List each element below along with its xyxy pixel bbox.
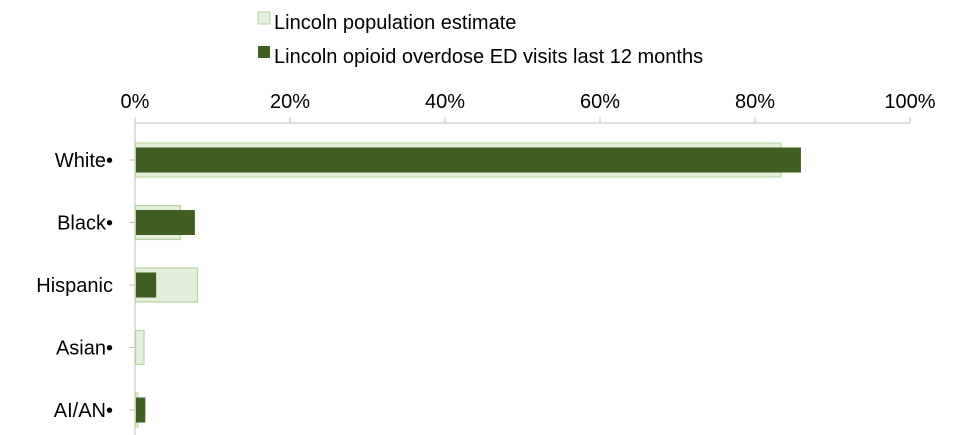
- x-tick-label-1: 20%: [270, 91, 310, 113]
- category-axis: White• Black• Hispanic Asian• AI/AN•: [36, 150, 135, 422]
- category-label-0: White•: [55, 150, 113, 172]
- x-tick-label-3: 60%: [580, 91, 620, 113]
- category-label-1: Black•: [57, 213, 113, 235]
- legend: Lincoln population estimate Lincoln opioi…: [257, 11, 703, 68]
- bar-series1-0: [136, 147, 801, 173]
- legend-label-0: Lincoln population estimate: [274, 12, 516, 34]
- x-tick-label-4: 80%: [735, 91, 775, 113]
- x-tick-label-0: 0%: [121, 91, 150, 113]
- x-tick-label-5: 100%: [884, 91, 935, 113]
- category-label-3: Asian•: [56, 338, 113, 360]
- category-label-2: Hispanic: [36, 275, 113, 297]
- category-label-4: AI/AN•: [54, 400, 113, 422]
- legend-swatch-0: [257, 11, 271, 25]
- legend-swatch-1: [258, 46, 270, 58]
- legend-label-1: Lincoln opioid overdose ED visits last 1…: [274, 46, 703, 68]
- x-tick-label-2: 40%: [425, 91, 465, 113]
- bar-series1-4: [136, 397, 146, 423]
- bar-series1-2: [136, 272, 157, 298]
- bars: [134, 142, 801, 428]
- bar-series0-3: [134, 329, 145, 366]
- bar-series1-1: [136, 210, 195, 235]
